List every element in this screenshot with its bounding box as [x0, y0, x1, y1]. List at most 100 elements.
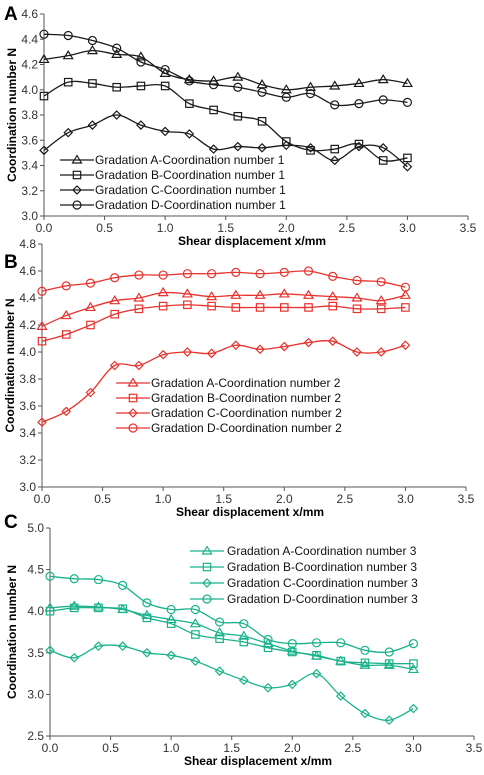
data-point: [208, 75, 220, 85]
series-line: [49, 605, 414, 671]
y-tick-label: 4.4: [19, 291, 36, 305]
data-point: [45, 606, 55, 616]
legend-item: Gradation B-Coordination number 2: [116, 391, 341, 405]
data-point: [166, 619, 176, 628]
data-point: [110, 309, 119, 319]
data-point: [87, 35, 98, 46]
legend-item: Gradation D-Coordination number 2: [116, 421, 342, 435]
data-point: [401, 77, 413, 88]
data-point: [94, 603, 103, 613]
legend-marker: [72, 170, 82, 180]
data-point: [360, 645, 370, 655]
data-point: [401, 303, 410, 312]
legend-marker: [202, 594, 212, 604]
data-point: [303, 266, 314, 276]
data-point: [257, 117, 267, 126]
data-point: [238, 630, 250, 640]
y-tick-label: 2.5: [27, 729, 44, 743]
data-point: [134, 360, 144, 371]
data-point: [231, 303, 241, 312]
legend-item: Gradation A-Coordination number 3: [190, 544, 417, 558]
data-point: [39, 29, 49, 39]
legend-item: Gradation C-Coordination number 2: [116, 406, 342, 420]
data-point: [189, 618, 201, 628]
data-point: [239, 637, 249, 647]
y-tick-label: 3.5: [27, 646, 44, 660]
series-diamond: [37, 336, 411, 428]
data-point: [400, 282, 411, 292]
y-tick-label: 3.2: [19, 453, 36, 467]
data-point: [112, 43, 122, 53]
series-line: [43, 33, 408, 107]
legend-label: Gradation B-Coordination number 3: [227, 560, 417, 574]
legend-label: Gradation A-Coordination number 2: [151, 376, 341, 390]
data-point: [255, 269, 265, 279]
data-point: [230, 289, 242, 299]
x-tick-label: 0.0: [36, 221, 53, 235]
data-point: [88, 79, 97, 88]
data-point: [409, 659, 418, 668]
legend-label: Gradation C-Coordination number 2: [151, 406, 342, 420]
data-point: [233, 111, 243, 121]
data-point: [328, 301, 338, 311]
data-point: [45, 571, 55, 581]
data-point: [302, 289, 315, 299]
data-point: [117, 641, 128, 651]
data-point: [36, 320, 48, 330]
legend-item: Gradation D-Coordination number 1: [60, 198, 286, 212]
series-circle: [37, 266, 411, 296]
data-point: [305, 142, 316, 153]
data-point: [335, 691, 346, 701]
data-point: [377, 73, 389, 84]
data-point: [118, 580, 128, 591]
chart-panel-c: C 2.5 3.0 3.5 4.0 4.5 5.0 0.0 0.5 1.0 1.5 2.0 2.5 3.0…: [4, 512, 483, 768]
x-tick-label: 1.0: [155, 492, 172, 506]
data-point: [69, 652, 80, 663]
legend-label: Gradation A-Coordination number 1: [95, 153, 285, 167]
series-square: [37, 300, 410, 346]
data-point: [85, 278, 96, 288]
data-point: [93, 641, 104, 651]
legend-marker: [202, 562, 212, 572]
x-tick-label: 3.0: [399, 221, 416, 235]
data-point: [166, 604, 176, 615]
x-tick-label: 3.5: [458, 492, 475, 506]
series-line: [41, 270, 406, 292]
x-tick-label: 2.0: [284, 741, 301, 755]
data-point: [214, 627, 226, 637]
legend-label: Gradation C-Coordination number 3: [227, 576, 418, 590]
data-point: [160, 126, 170, 137]
panel-label: B: [4, 252, 18, 273]
data-point: [330, 144, 340, 154]
data-point: [206, 290, 218, 301]
data-point: [287, 679, 298, 690]
legend-item: Gradation D-Coordination number 3: [190, 592, 418, 606]
data-point: [111, 110, 122, 120]
data-point: [183, 73, 195, 84]
data-point: [84, 301, 97, 312]
data-point: [185, 99, 194, 108]
data-point: [359, 659, 371, 669]
data-point: [37, 336, 47, 346]
data-point: [215, 634, 224, 643]
y-tick-label: 4.4: [21, 32, 38, 46]
data-point: [330, 100, 340, 110]
x-axis-title: Shear displacement x/mm: [178, 234, 326, 248]
y-tick-label: 3.4: [19, 426, 36, 440]
data-point: [118, 604, 127, 614]
data-point: [184, 76, 194, 86]
data-point: [263, 643, 273, 653]
data-point: [311, 638, 322, 648]
data-point: [336, 638, 346, 648]
legend-marker: [71, 154, 83, 164]
data-point: [158, 301, 168, 311]
data-point: [86, 320, 95, 330]
data-point: [303, 337, 314, 348]
data-point: [206, 348, 217, 359]
data-point: [209, 105, 218, 115]
data-point: [408, 639, 419, 649]
data-point: [190, 656, 201, 666]
data-point: [329, 155, 340, 166]
data-point: [376, 277, 386, 287]
y-tick-label: 3.8: [21, 108, 38, 122]
